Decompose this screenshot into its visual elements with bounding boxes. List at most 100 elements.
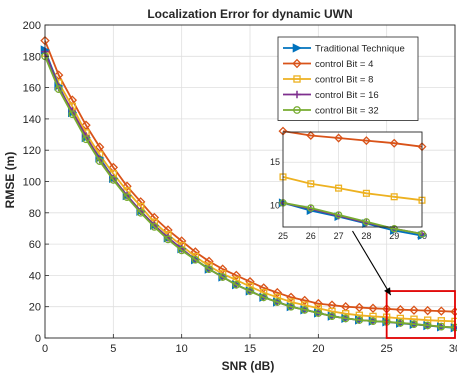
data-point bbox=[368, 303, 378, 313]
zoom-annotation bbox=[352, 230, 456, 339]
inset-series-line bbox=[282, 201, 423, 235]
data-point bbox=[314, 309, 323, 317]
inset-y-tick-label: 10 bbox=[270, 200, 280, 210]
inset-frame bbox=[282, 131, 423, 228]
y-tick-label: 120 bbox=[23, 145, 41, 157]
x-tick-label: 15 bbox=[244, 343, 256, 355]
data-point bbox=[136, 208, 145, 217]
inset-zoom-plot: 2526272829301015 bbox=[270, 126, 427, 241]
data-point bbox=[191, 255, 200, 264]
inset-series-line bbox=[282, 130, 423, 148]
legend-label: control Bit = 4 bbox=[315, 59, 373, 70]
data-point bbox=[409, 305, 419, 315]
data-point bbox=[81, 120, 91, 130]
data-point bbox=[300, 305, 309, 314]
data-point bbox=[177, 246, 186, 255]
inset-series-control-bit-32 bbox=[279, 199, 426, 238]
x-tick-label: 20 bbox=[312, 343, 324, 355]
y-tick-label: 140 bbox=[23, 114, 41, 126]
y-tick-label: 20 bbox=[29, 302, 41, 314]
y-tick-label: 40 bbox=[29, 270, 41, 282]
y-tick-label: 60 bbox=[29, 239, 41, 251]
data-point bbox=[437, 322, 446, 331]
data-point bbox=[232, 280, 241, 289]
chart-title: Localization Error for dynamic UWN bbox=[147, 7, 352, 21]
legend-label: control Bit = 8 bbox=[315, 75, 373, 86]
legend-item-traditional-technique: Traditional Technique bbox=[283, 43, 405, 55]
inset-data-point bbox=[390, 225, 398, 233]
y-tick-label: 80 bbox=[29, 208, 41, 220]
inset-data-point bbox=[334, 211, 343, 219]
x-tick-label: 10 bbox=[176, 343, 188, 355]
data-point bbox=[82, 135, 90, 144]
inset-data-point bbox=[362, 189, 370, 197]
zoom-arrow-line bbox=[352, 230, 392, 296]
data-point bbox=[95, 157, 104, 166]
legend-label: control Bit = 16 bbox=[315, 90, 379, 101]
inset-data-point bbox=[334, 133, 344, 143]
legend-marker bbox=[293, 106, 301, 114]
data-point bbox=[205, 265, 213, 274]
data-point bbox=[273, 298, 282, 306]
legend-item-control-bit-8: control Bit = 8 bbox=[283, 75, 373, 86]
legend-item-control-bit-16: control Bit = 16 bbox=[283, 90, 379, 101]
inset-data-point bbox=[306, 130, 316, 140]
data-point bbox=[68, 110, 77, 119]
inset-data-point bbox=[307, 204, 315, 212]
data-point bbox=[94, 142, 105, 152]
zoom-arrow-head bbox=[384, 287, 391, 296]
x-axis-label: SNR (dB) bbox=[222, 359, 275, 373]
data-point bbox=[423, 321, 432, 330]
legend-marker bbox=[292, 43, 302, 53]
data-point bbox=[328, 312, 336, 320]
inset-data-point bbox=[307, 180, 315, 188]
y-axis-label: RMSE (m) bbox=[3, 152, 17, 209]
inset-background bbox=[283, 132, 422, 227]
data-point bbox=[218, 273, 227, 281]
data-point bbox=[436, 306, 447, 316]
inset-data-point bbox=[362, 218, 371, 226]
data-point bbox=[410, 320, 418, 328]
data-point bbox=[355, 316, 364, 324]
y-tick-label: 160 bbox=[23, 83, 41, 95]
data-point bbox=[54, 85, 63, 94]
data-point bbox=[287, 302, 295, 311]
x-tick-label: 30 bbox=[449, 343, 457, 355]
data-point bbox=[422, 305, 433, 316]
inset-series-line bbox=[282, 176, 423, 202]
y-tick-label: 100 bbox=[23, 177, 41, 189]
data-point bbox=[369, 317, 377, 325]
data-point bbox=[123, 193, 131, 202]
y-tick-label: 200 bbox=[23, 20, 41, 32]
inset-y-tick-label: 15 bbox=[270, 157, 280, 167]
x-tick-label: 25 bbox=[381, 343, 393, 355]
data-point bbox=[109, 176, 118, 184]
legend-marker bbox=[292, 58, 302, 69]
legend-label: Traditional Technique bbox=[315, 44, 405, 55]
inset-data-point bbox=[335, 184, 343, 192]
data-point bbox=[53, 70, 64, 80]
inset-data-point bbox=[361, 136, 371, 146]
data-point bbox=[354, 302, 365, 313]
legend-marker bbox=[293, 90, 301, 99]
data-point bbox=[313, 298, 324, 309]
data-point bbox=[259, 293, 268, 302]
plot-frame bbox=[44, 24, 456, 339]
inset-x-tick-label: 27 bbox=[334, 231, 344, 241]
x-tick-label: 0 bbox=[42, 343, 48, 355]
inset-x-tick-label: 28 bbox=[361, 231, 371, 241]
inset-data-point bbox=[389, 138, 399, 148]
data-point bbox=[150, 223, 159, 231]
y-tick-label: 180 bbox=[23, 51, 41, 63]
inset-data-point bbox=[418, 230, 426, 238]
x-tick-label: 5 bbox=[110, 343, 116, 355]
main-axes: 0 5 10 15 20 25 30 0 20 40 60 80 100 120 140 160 180 200 bbox=[23, 20, 457, 355]
inset-x-tick-label: 26 bbox=[306, 231, 316, 241]
legend-item-control-bit-4: control Bit = 4 bbox=[283, 58, 373, 70]
data-point bbox=[341, 314, 350, 323]
inset-x-tick-label: 29 bbox=[389, 231, 399, 241]
data-point bbox=[164, 235, 172, 244]
zoom-box bbox=[385, 290, 456, 339]
